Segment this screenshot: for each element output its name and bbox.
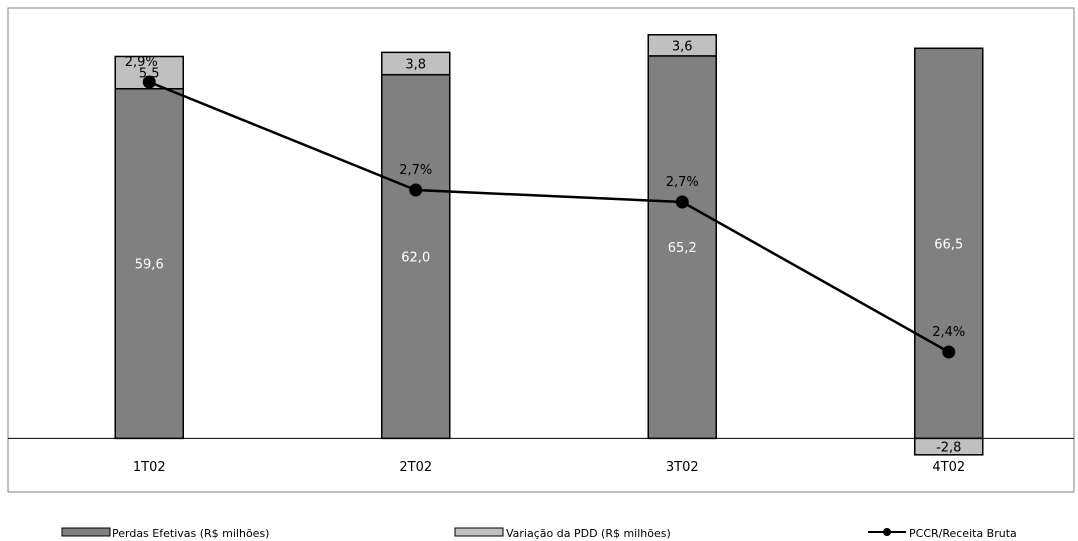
labels-layer: 59,6 5,5 1T02 62,0 3,8 2T02 65,2 3,6 3T02 66,5 -2,…: [125, 39, 966, 475]
pccr-label-1T02: 2,9%: [125, 55, 158, 70]
bars-layer: [114, 34, 984, 456]
bar-variacao-3T02: [647, 34, 717, 57]
legend-swatch-pccr-marker: [883, 528, 891, 536]
pccr-point-2T02: [409, 183, 423, 197]
bar-perdas-4T02: [914, 47, 984, 440]
legend: Perdas Efetivas (R$ milhões) Variação da…: [61, 527, 1017, 540]
label-variacao-2T02: 3,8: [405, 58, 426, 73]
label-variacao-1T02: 5,5: [139, 67, 160, 82]
label-perdas-4T02: 66,5: [934, 237, 963, 252]
pccr-point-3T02: [675, 195, 689, 209]
pccr-point-4T02: [942, 345, 956, 359]
bar-perdas-2T02: [381, 73, 451, 440]
pccr-point-1T02: [142, 75, 156, 89]
label-perdas-3T02: 65,2: [668, 241, 697, 256]
label-variacao-3T02: 3,6: [672, 39, 693, 54]
category-label-1T02: 1T02: [133, 460, 166, 475]
category-label-4T02: 4T02: [932, 460, 965, 475]
pccr-line: [148, 80, 950, 354]
line-layer: [142, 75, 956, 359]
pccr-label-2T02: 2,7%: [399, 163, 432, 178]
bar-perdas-1T02: [114, 87, 184, 440]
category-label-3T02: 3T02: [666, 460, 699, 475]
plot-frame: [7, 7, 1075, 493]
label-perdas-1T02: 59,6: [135, 258, 164, 273]
pccr-label-4T02: 2,4%: [932, 325, 965, 340]
label-perdas-2T02: 62,0: [401, 251, 430, 266]
bar-variacao-1T02: [114, 55, 184, 90]
legend-swatch-perdas: [61, 527, 111, 537]
label-variacao-4T02: -2,8: [936, 441, 961, 456]
legend-label-variacao: Variação da PDD (R$ milhões): [506, 527, 671, 540]
legend-swatch-variacao: [454, 527, 504, 537]
legend-label-pccr: PCCR/Receita Bruta: [909, 527, 1017, 540]
pccr-label-3T02: 2,7%: [666, 175, 699, 190]
category-label-2T02: 2T02: [399, 460, 432, 475]
legend-label-perdas: Perdas Efetivas (R$ milhões): [112, 527, 269, 540]
bar-variacao-2T02: [381, 51, 451, 76]
